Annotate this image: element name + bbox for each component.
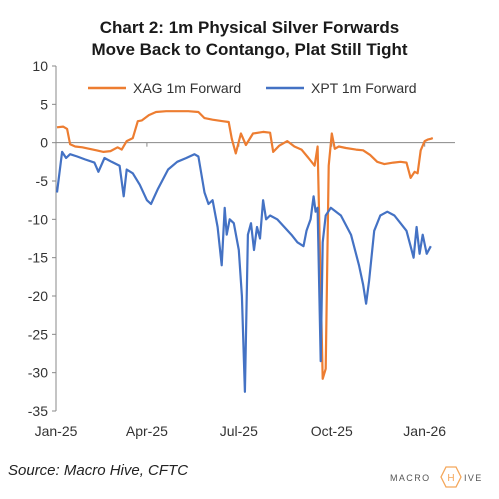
legend-label-xag: XAG 1m Forward [133, 80, 241, 96]
logo-text-right: IVE [464, 473, 483, 483]
chart-title-line-1: Chart 2: 1m Physical Silver Forwards [99, 18, 400, 37]
logo-hex-letter: H [447, 473, 454, 484]
y-tick-label: -10 [28, 211, 48, 227]
chart-title-line-2: Move Back to Contango, Plat Still Tight [91, 40, 408, 59]
y-tick-label: 5 [40, 96, 48, 112]
x-tick-label: Apr-25 [126, 423, 168, 439]
hexagon-icon [440, 466, 462, 488]
x-tick-label: Jan-25 [35, 423, 78, 439]
y-tick-label: -25 [28, 326, 48, 342]
y-tick-label: -30 [28, 365, 48, 381]
x-tick-label: Oct-25 [311, 423, 353, 439]
y-tick-label: 10 [32, 58, 48, 74]
y-tick-label: 0 [40, 135, 48, 151]
series-line-xag [56, 110, 434, 380]
macro-hive-logo: MACRO H IVE [390, 463, 490, 493]
logo-text-left: MACRO [390, 473, 431, 483]
y-tick-label: -35 [28, 403, 48, 419]
y-tick-label: -20 [28, 288, 48, 304]
series-line-xpt [55, 150, 432, 393]
legend-label-xpt: XPT 1m Forward [311, 80, 417, 96]
source-note: Source: Macro Hive, CFTC [8, 462, 189, 479]
x-tick-label: Jul-25 [220, 423, 258, 439]
x-tick-label: Jan-26 [403, 423, 446, 439]
y-tick-label: -15 [28, 250, 48, 266]
y-tick-label: -5 [36, 173, 49, 189]
